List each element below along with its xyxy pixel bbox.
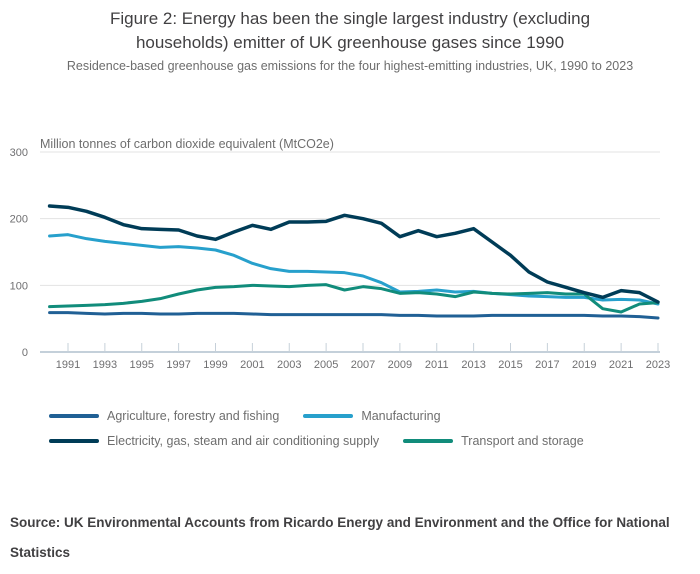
x-tick-label: 1999 bbox=[203, 359, 227, 371]
x-tick-label: 2021 bbox=[609, 359, 633, 371]
legend-item-transport: Transport and storage bbox=[403, 433, 584, 449]
legend-swatch-agriculture bbox=[49, 414, 99, 418]
x-tick-label: 2001 bbox=[240, 359, 264, 371]
x-tick-label: 1993 bbox=[93, 359, 117, 371]
y-tick-label: 300 bbox=[10, 147, 28, 159]
legend-label-electricity: Electricity, gas, steam and air conditio… bbox=[107, 434, 380, 448]
chart-title-text: Figure 2: Energy has been the single lar… bbox=[109, 9, 591, 52]
y-tick-label: 100 bbox=[10, 280, 28, 292]
source-note: Source: UK Environmental Accounts from R… bbox=[10, 515, 670, 560]
x-tick-label: 2019 bbox=[572, 359, 596, 371]
legend-label-agriculture: Agriculture, forestry and fishing bbox=[107, 409, 280, 423]
legend-swatch-manufacturing bbox=[303, 414, 354, 418]
x-tick-label: 2011 bbox=[425, 359, 449, 371]
series-line-manufacturing bbox=[48, 233, 660, 306]
x-tick-label: 2015 bbox=[498, 359, 522, 371]
legend-item-electricity: Electricity, gas, steam and air conditio… bbox=[49, 433, 379, 449]
x-tick-label: 1997 bbox=[166, 359, 190, 371]
y-tick-label: 200 bbox=[10, 214, 28, 226]
series-line-agriculture bbox=[48, 311, 660, 320]
x-tick-label: 1991 bbox=[56, 359, 80, 371]
x-tick-label: 2017 bbox=[535, 359, 559, 371]
x-tick-label: 2003 bbox=[277, 359, 301, 371]
legend-label-transport: Transport and storage bbox=[461, 434, 584, 448]
y-tick-label: 0 bbox=[22, 347, 28, 359]
series-line-transport bbox=[48, 283, 660, 314]
chart-svg: 0 100 200 300 Million tonnes of carbon dioxi… bbox=[10, 137, 671, 371]
legend-swatch-transport bbox=[403, 439, 454, 443]
x-tick-label: 2009 bbox=[388, 359, 412, 371]
x-tick-label: 2013 bbox=[461, 359, 485, 371]
chart-subtitle: Residence-based greenhouse gas emissions… bbox=[66, 59, 634, 73]
legend-swatch-electricity bbox=[49, 439, 99, 443]
series-line-electricity bbox=[47, 204, 660, 304]
legend-label-manufacturing: Manufacturing bbox=[361, 409, 441, 423]
chart-title: Figure 2: Energy has been the single lar… bbox=[0, 7, 700, 55]
x-tick-label: 2005 bbox=[314, 359, 338, 371]
x-tick-label: 1995 bbox=[130, 359, 154, 371]
x-tick-label: 2007 bbox=[351, 359, 375, 371]
legend-item-agriculture: Agriculture, forestry and fishing bbox=[49, 408, 279, 424]
x-tick-label: 2023 bbox=[646, 359, 670, 371]
chart-legend: Agriculture, forestry and fishing Manufac… bbox=[49, 408, 669, 449]
y-axis-unit-label: Million tonnes of carbon dioxide equival… bbox=[40, 137, 334, 151]
legend-item-manufacturing: Manufacturing bbox=[303, 408, 441, 424]
